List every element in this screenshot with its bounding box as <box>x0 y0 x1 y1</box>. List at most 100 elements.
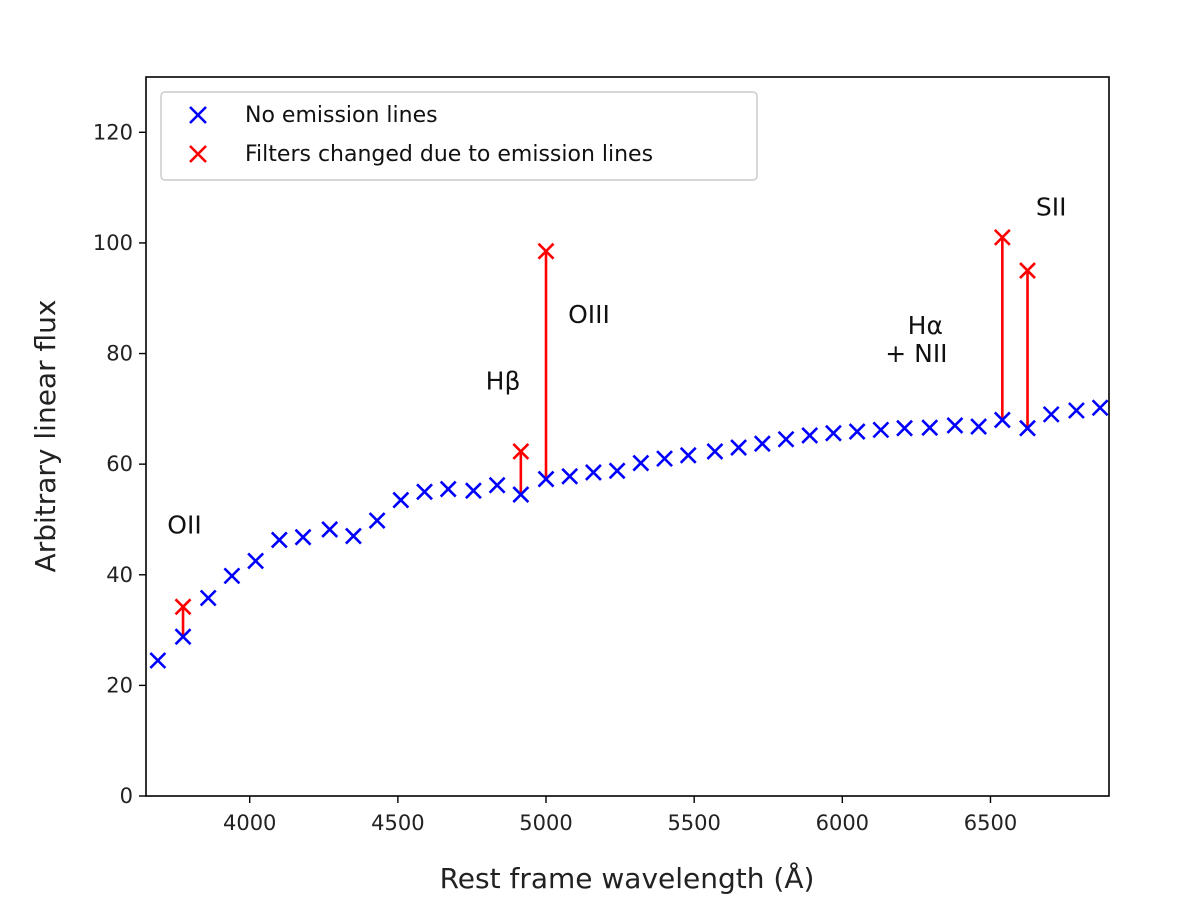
x-tick-label: 5000 <box>519 811 572 835</box>
data-point-no-emission <box>896 419 913 437</box>
data-point-no-emission <box>294 528 312 546</box>
y-axis-label: Arbitrary linear flux <box>29 300 62 573</box>
data-point-no-emission <box>488 476 506 494</box>
marker-stroke <box>946 417 964 434</box>
marker-stroke <box>223 567 241 585</box>
data-point-no-emission <box>149 652 167 669</box>
data-point-filter-changed <box>174 598 192 616</box>
marker-stroke <box>149 652 167 669</box>
data-point-no-emission <box>1067 402 1085 419</box>
marker-stroke <box>993 411 1011 429</box>
data-point-no-emission <box>199 589 217 607</box>
marker-stroke <box>970 418 988 435</box>
data-point-no-emission <box>921 419 939 437</box>
marker-stroke <box>561 467 579 485</box>
legend-label-no-emission: No emission lines <box>245 103 438 128</box>
data-point-no-emission <box>753 435 771 453</box>
data-point-no-emission <box>1042 405 1060 423</box>
marker-stroke <box>1091 399 1109 417</box>
marker-stroke <box>730 439 748 456</box>
data-point-no-emission <box>247 552 265 570</box>
data-point-no-emission <box>512 486 530 503</box>
data-point-no-emission <box>946 417 964 434</box>
data-point-no-emission <box>730 439 748 456</box>
y-tick-label: 60 <box>106 452 133 476</box>
y-tick-label: 20 <box>106 673 133 697</box>
marker-stroke <box>439 480 457 498</box>
data-point-no-emission <box>1091 399 1109 417</box>
data-point-no-emission <box>416 483 433 501</box>
marker-stroke <box>465 482 482 500</box>
data-point-no-emission <box>993 411 1011 429</box>
legend-marker-red-x <box>189 145 207 163</box>
data-point-no-emission <box>970 418 988 435</box>
marker-stroke <box>825 424 842 442</box>
data-point-no-emission <box>656 450 673 468</box>
x-tick-label: 6000 <box>816 811 869 835</box>
marker-stroke <box>921 419 939 437</box>
data-point-no-emission <box>825 424 842 442</box>
line-annotation-label: OIII <box>568 300 610 329</box>
marker-stroke <box>753 435 771 453</box>
marker-stroke <box>512 486 530 503</box>
y-tick-label: 120 <box>93 120 133 144</box>
marker-stroke <box>247 552 265 570</box>
data-point-no-emission <box>801 426 819 444</box>
marker-stroke <box>174 628 192 646</box>
marker-stroke <box>321 520 339 538</box>
legend: No emission lines Filters changed due to… <box>160 91 758 181</box>
x-tick-label: 4000 <box>223 811 276 835</box>
marker-stroke <box>1019 262 1036 279</box>
data-point-no-emission <box>439 480 457 498</box>
marker-stroke <box>488 476 506 494</box>
marker-stroke <box>777 430 795 448</box>
marker-stroke <box>706 443 724 460</box>
line-annotation-label: Hβ <box>486 366 521 395</box>
data-point-no-emission <box>344 527 362 545</box>
data-point-no-emission <box>608 462 626 480</box>
y-tick-label: 40 <box>106 563 133 587</box>
marker-stroke <box>344 527 362 545</box>
data-point-no-emission <box>270 531 288 549</box>
data-point-no-emission <box>872 421 890 439</box>
marker-stroke <box>1067 402 1085 419</box>
x-tick-label: 6500 <box>964 811 1017 835</box>
data-point-no-emission <box>706 443 724 460</box>
data-point-no-emission <box>632 454 650 472</box>
data-point-filter-changed <box>512 443 530 460</box>
data-point-filter-changed <box>1019 262 1036 279</box>
y-tick-label: 100 <box>93 231 133 255</box>
data-point-no-emission <box>679 446 697 464</box>
marker-stroke <box>174 598 192 616</box>
data-point-filter-changed <box>537 242 555 260</box>
data-point-no-emission <box>1019 419 1036 437</box>
marker-stroke <box>416 483 433 501</box>
x-axis-label: Rest frame wavelength (Å) <box>440 861 815 895</box>
marker-stroke <box>656 450 673 468</box>
marker-stroke <box>270 531 288 549</box>
marker-stroke <box>537 242 555 260</box>
line-annotation-label: Hα <box>908 311 943 340</box>
line-annotation-label: SII <box>1036 192 1067 221</box>
plot-frame <box>145 76 1110 797</box>
marker-stroke <box>801 426 819 444</box>
marker-stroke <box>1042 405 1060 423</box>
line-annotation-label: OII <box>167 510 201 539</box>
plot-area: 4000 4500 5000 5500 6000 6500 0 20 40 60 80 100 120 O… <box>93 76 1110 835</box>
marker-stroke <box>848 423 866 440</box>
data-point-no-emission <box>585 464 602 481</box>
marker-stroke <box>585 464 602 481</box>
marker-stroke <box>1019 419 1036 437</box>
marker-stroke <box>872 421 890 439</box>
data-point-no-emission <box>465 482 482 500</box>
marker-stroke <box>896 419 913 437</box>
data-point-no-emission <box>392 491 410 509</box>
data-point-no-emission <box>848 423 866 440</box>
data-point-no-emission <box>537 470 555 488</box>
data-point-filter-changed <box>993 228 1011 246</box>
marker-stroke <box>199 589 217 607</box>
marker-stroke <box>679 446 697 464</box>
x-tick-label: 5500 <box>667 811 720 835</box>
data-point-no-emission <box>368 512 386 529</box>
